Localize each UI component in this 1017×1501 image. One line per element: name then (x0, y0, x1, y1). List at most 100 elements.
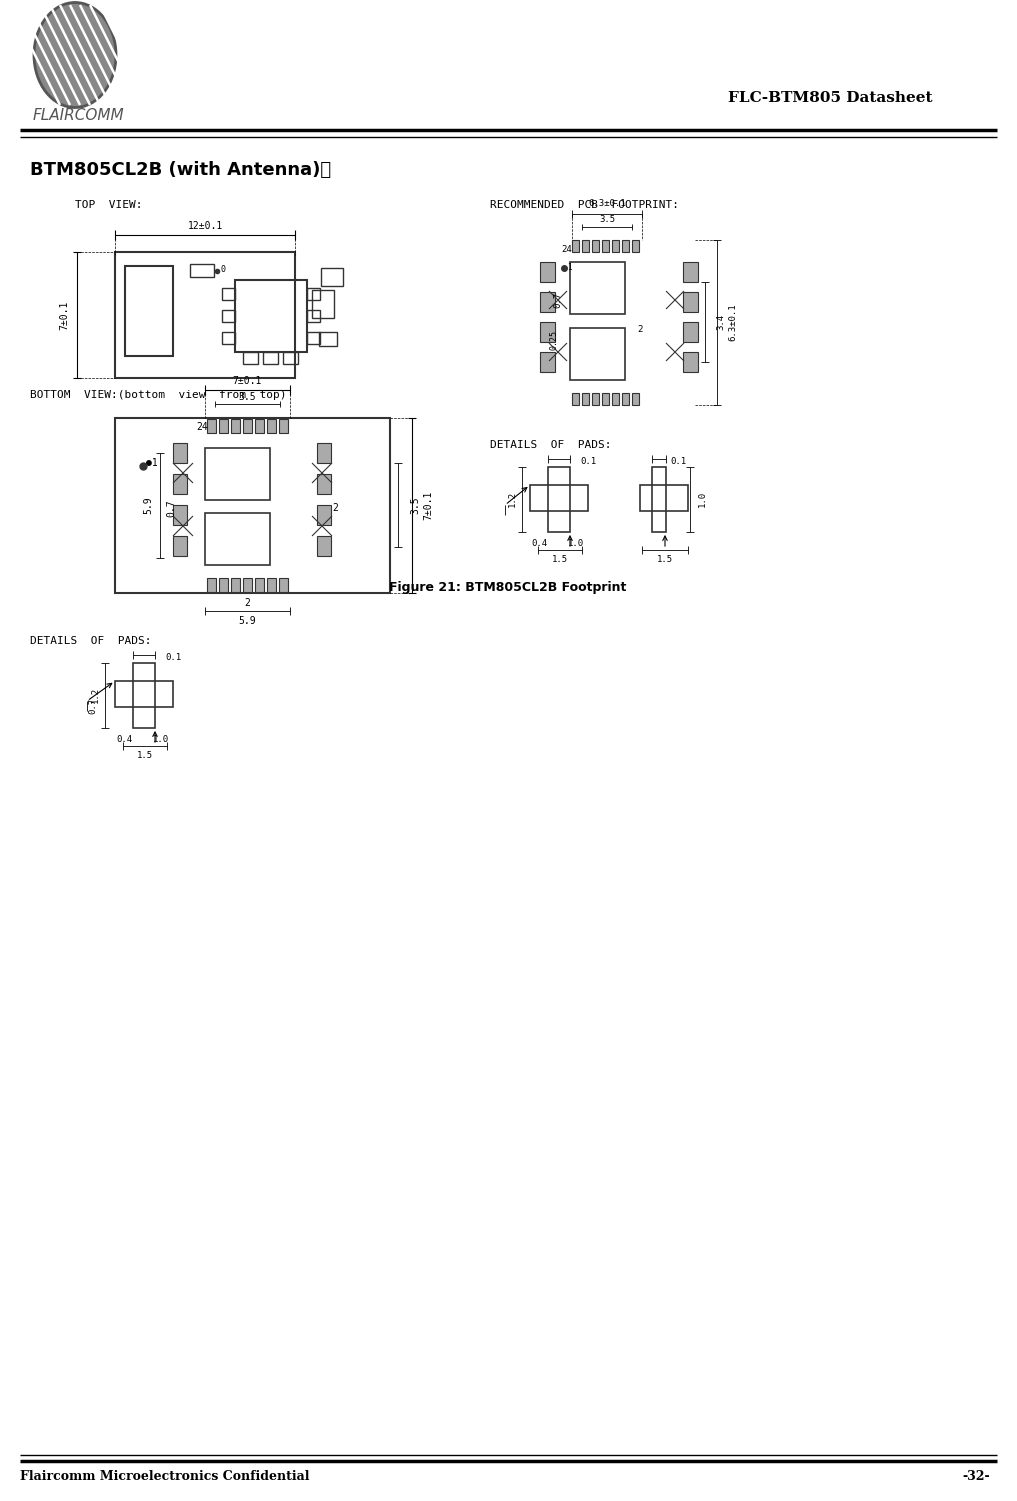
Bar (582, 240, 589, 252)
Bar (205, 447, 270, 500)
Bar (683, 263, 698, 282)
Bar (317, 443, 331, 462)
Text: 2: 2 (638, 326, 643, 335)
Text: 24: 24 (561, 246, 573, 255)
Text: 3.5: 3.5 (238, 392, 256, 402)
Bar (173, 443, 187, 462)
Text: 1.0: 1.0 (153, 735, 169, 744)
Bar (235, 281, 307, 353)
Bar (570, 263, 625, 314)
Bar (612, 393, 619, 405)
Text: 1.5: 1.5 (657, 555, 673, 564)
Text: ●1: ●1 (146, 458, 158, 468)
Ellipse shape (34, 3, 116, 108)
Text: 7±0.1: 7±0.1 (59, 300, 69, 330)
Text: 0.4: 0.4 (116, 735, 132, 744)
Text: 3.5: 3.5 (599, 216, 615, 225)
Bar (622, 393, 629, 405)
Bar (267, 578, 276, 591)
Bar (540, 353, 555, 372)
Bar (115, 252, 295, 378)
Bar (133, 663, 155, 728)
Text: 6.3±0.1: 6.3±0.1 (728, 303, 737, 341)
Bar (207, 578, 216, 591)
Bar (173, 536, 187, 555)
Text: -32-: -32- (962, 1469, 990, 1483)
Bar (263, 353, 278, 365)
Text: Flaircomm Microelectronics Confidential: Flaircomm Microelectronics Confidential (20, 1469, 309, 1483)
Bar (231, 578, 240, 591)
Text: 2: 2 (333, 503, 338, 513)
Bar (683, 293, 698, 312)
Text: BTM805CL2B (with Antenna)：: BTM805CL2B (with Antenna)： (29, 161, 332, 179)
Text: 7±0.1: 7±0.1 (232, 375, 261, 386)
Text: 0.7: 0.7 (553, 291, 562, 308)
Bar (255, 578, 264, 591)
Bar (219, 578, 228, 591)
Text: RECOMMENDED  PCB  FOOTPRINT:: RECOMMENDED PCB FOOTPRINT: (490, 200, 679, 210)
Text: 12±0.1: 12±0.1 (187, 221, 223, 231)
Bar (222, 311, 235, 323)
Text: 0.1: 0.1 (670, 458, 686, 467)
Bar (205, 513, 270, 564)
Bar (321, 269, 343, 287)
Bar (307, 311, 320, 323)
Bar (683, 323, 698, 342)
Bar (255, 419, 264, 432)
Bar (307, 288, 320, 300)
Bar (125, 266, 173, 356)
Bar (602, 240, 609, 252)
Text: 1.0: 1.0 (567, 539, 584, 548)
Bar (231, 419, 240, 432)
Text: DETAILS  OF  PADS:: DETAILS OF PADS: (490, 440, 611, 450)
Bar (307, 332, 320, 344)
Text: 0.7: 0.7 (166, 500, 176, 516)
Bar (243, 353, 258, 365)
Bar (279, 578, 288, 591)
Bar (572, 393, 579, 405)
Bar (570, 329, 625, 380)
Bar (540, 323, 555, 342)
Text: 1.5: 1.5 (137, 752, 154, 761)
Bar (243, 419, 252, 432)
Bar (540, 263, 555, 282)
Bar (283, 353, 298, 365)
Bar (652, 467, 666, 531)
Bar (115, 417, 390, 593)
Bar (592, 240, 599, 252)
Bar (582, 393, 589, 405)
Bar (540, 293, 555, 312)
Bar (632, 240, 639, 252)
Text: Figure 21: BTM805CL2B Footprint: Figure 21: BTM805CL2B Footprint (390, 581, 626, 593)
Bar (602, 393, 609, 405)
Text: 24: 24 (196, 422, 207, 432)
Text: 0.1: 0.1 (165, 653, 181, 662)
Text: BOTTOM  VIEW:(bottom  view  from  top): BOTTOM VIEW:(bottom view from top) (29, 390, 287, 399)
Text: 0.4: 0.4 (531, 539, 547, 548)
Bar (243, 578, 252, 591)
Text: 1.2: 1.2 (91, 687, 100, 702)
Bar (548, 467, 570, 531)
Text: 6.3±0.1: 6.3±0.1 (588, 200, 625, 209)
Bar (207, 419, 216, 432)
Bar (612, 240, 619, 252)
Text: 3.5: 3.5 (410, 497, 420, 513)
Text: 1.0: 1.0 (698, 491, 707, 507)
Text: 0.7: 0.7 (88, 698, 98, 714)
Bar (632, 393, 639, 405)
Bar (317, 474, 331, 494)
Bar (173, 474, 187, 494)
Text: FLC-BTM805 Datasheet: FLC-BTM805 Datasheet (728, 92, 933, 105)
Bar (622, 240, 629, 252)
Text: 0.25: 0.25 (549, 330, 558, 350)
Bar (267, 419, 276, 432)
Bar (279, 419, 288, 432)
Bar (173, 504, 187, 525)
Bar (219, 419, 228, 432)
Bar (572, 240, 579, 252)
Bar (592, 393, 599, 405)
Text: 5.9: 5.9 (143, 497, 153, 513)
Text: 1: 1 (566, 264, 572, 273)
Bar (640, 485, 687, 510)
Text: 5.9: 5.9 (238, 615, 256, 626)
